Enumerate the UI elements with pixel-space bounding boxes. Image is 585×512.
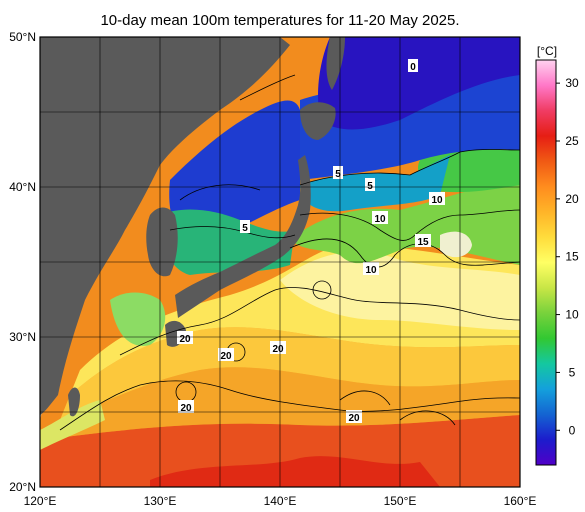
contour-label: 5 <box>240 220 250 234</box>
contour-label: 20 <box>218 348 234 362</box>
svg-text:0: 0 <box>410 62 416 73</box>
isotherm-wiggle <box>339 390 456 426</box>
warm-eddy <box>440 231 472 258</box>
svg-text:20: 20 <box>179 334 191 345</box>
latitude-label: 50°N <box>9 30 36 44</box>
longitude-label: 140°E <box>264 494 297 508</box>
contour-label: 0 <box>408 59 418 73</box>
longitude-label: 120°E <box>24 494 57 508</box>
contour-label: 10 <box>429 192 445 206</box>
contour-label: 20 <box>177 331 193 345</box>
contour-label: 5 <box>365 178 375 192</box>
colorbar-tick-label: 5 <box>569 365 576 379</box>
longitude-label: 130°E <box>144 494 177 508</box>
svg-text:20: 20 <box>272 344 284 355</box>
isotherm-15 <box>289 238 520 268</box>
east-china-sea <box>110 292 166 346</box>
longitude-label: 150°E <box>384 494 417 508</box>
latitude-label: 20°N <box>9 480 36 494</box>
latitude-label: 30°N <box>9 330 36 344</box>
contour-labels: 0 5 5 5 10 10 10 15 20 20 20 20 20 <box>177 59 445 424</box>
colorbar-ticks: 30 25 20 15 10 5 0 <box>556 76 579 437</box>
colorbar-tick-label: 0 <box>569 423 576 437</box>
ocean-hottest-patch <box>150 456 440 487</box>
contour-label: 15 <box>415 234 431 248</box>
isotherm-5b <box>179 74 296 201</box>
contour-label: 20 <box>270 341 286 355</box>
svg-text:10: 10 <box>374 214 386 225</box>
svg-text:15: 15 <box>417 237 429 248</box>
colorbar-tick-label: 15 <box>565 250 579 264</box>
land-dark <box>40 37 290 415</box>
south-china-coastal <box>40 400 105 450</box>
ocean-coldest <box>318 37 520 130</box>
isotherm-20b <box>59 380 520 431</box>
isotherm-lines <box>59 74 520 431</box>
map-frame <box>39 36 521 488</box>
taiwan <box>68 387 80 417</box>
svg-text:5: 5 <box>367 181 373 192</box>
colorbar-tick-label: 25 <box>565 134 579 148</box>
contour-label: 5 <box>333 166 343 180</box>
isotherm-10 <box>299 209 520 241</box>
svg-text:20: 20 <box>348 413 360 424</box>
honshu <box>175 155 311 318</box>
ocean-amber-band <box>60 327 520 420</box>
contour-label: 10 <box>372 211 388 225</box>
contour-label: 20 <box>178 400 194 414</box>
map-title: 10-day mean 100m temperatures for 11-20 … <box>100 12 460 29</box>
contour-label: 10 <box>363 262 379 276</box>
svg-text:5: 5 <box>242 223 248 234</box>
contour-label: 20 <box>346 410 362 424</box>
sakhalin <box>326 37 345 90</box>
svg-text:10: 10 <box>431 195 443 206</box>
latitude-label: 40°N <box>9 180 36 194</box>
colorbar-unit: [°C] <box>537 44 557 58</box>
svg-text:20: 20 <box>180 403 192 414</box>
longitude-label: 160°E <box>504 494 537 508</box>
colorbar-tick-label: 10 <box>565 308 579 322</box>
svg-text:5: 5 <box>335 169 341 180</box>
hokkaido <box>300 102 336 140</box>
svg-text:10: 10 <box>365 265 377 276</box>
svg-text:20: 20 <box>220 351 232 362</box>
colorbar: [°C] 30 25 20 15 10 5 0 <box>535 44 579 466</box>
eddy-ring-3 <box>312 280 332 300</box>
sea-of-japan <box>169 100 300 241</box>
colorbar-scale <box>535 59 557 466</box>
colorbar-tick-label: 20 <box>565 192 579 206</box>
korean-peninsula <box>146 207 178 277</box>
graticule <box>40 37 520 487</box>
colorbar-tick-label: 30 <box>565 76 579 90</box>
